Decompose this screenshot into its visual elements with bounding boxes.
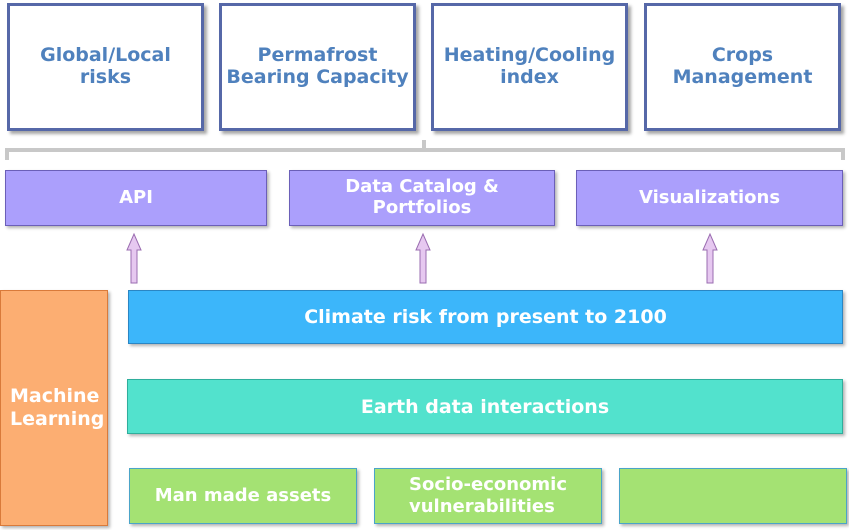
top-box-heating-cooling: Heating/Cooling index — [431, 3, 628, 131]
top-box-permafrost: Permafrost Bearing Capacity — [219, 3, 416, 131]
grouping-brace — [5, 140, 845, 160]
service-data-catalog: Data Catalog & Portfolios — [289, 170, 555, 226]
bottom-box-label: Socio-economic vulnerabilities — [408, 474, 568, 517]
up-arrow — [702, 232, 718, 284]
top-box-label: Global/Local risks — [40, 44, 171, 88]
top-box-global-local-risks: Global/Local risks — [7, 3, 204, 131]
up-arrow — [415, 232, 431, 284]
bottom-box-socio-economic: Socio-economic vulnerabilities — [374, 468, 602, 524]
service-label: API — [119, 186, 153, 208]
top-box-label: Crops Management — [672, 44, 813, 88]
service-visualizations: Visualizations — [576, 170, 843, 226]
service-label: Visualizations — [638, 186, 781, 208]
machine-learning-block: Machine Learning — [0, 290, 108, 526]
top-box-label: Permafrost Bearing Capacity — [226, 44, 409, 88]
top-box-label: Heating/Cooling index — [443, 44, 616, 88]
bottom-box-empty — [619, 468, 847, 524]
earth-data-layer: Earth data interactions — [127, 379, 843, 434]
climate-risk-label: Climate risk from present to 2100 — [304, 306, 667, 328]
climate-risk-layer: Climate risk from present to 2100 — [128, 290, 843, 344]
machine-learning-label: Machine Learning — [10, 385, 105, 430]
earth-data-label: Earth data interactions — [360, 395, 610, 418]
top-box-crops: Crops Management — [644, 3, 841, 131]
service-label: Data Catalog & Portfolios — [345, 176, 499, 218]
bottom-box-man-made-assets: Man made assets — [129, 468, 357, 524]
bottom-box-label: Man made assets — [154, 485, 332, 507]
service-api: API — [5, 170, 267, 226]
up-arrow — [126, 232, 142, 284]
